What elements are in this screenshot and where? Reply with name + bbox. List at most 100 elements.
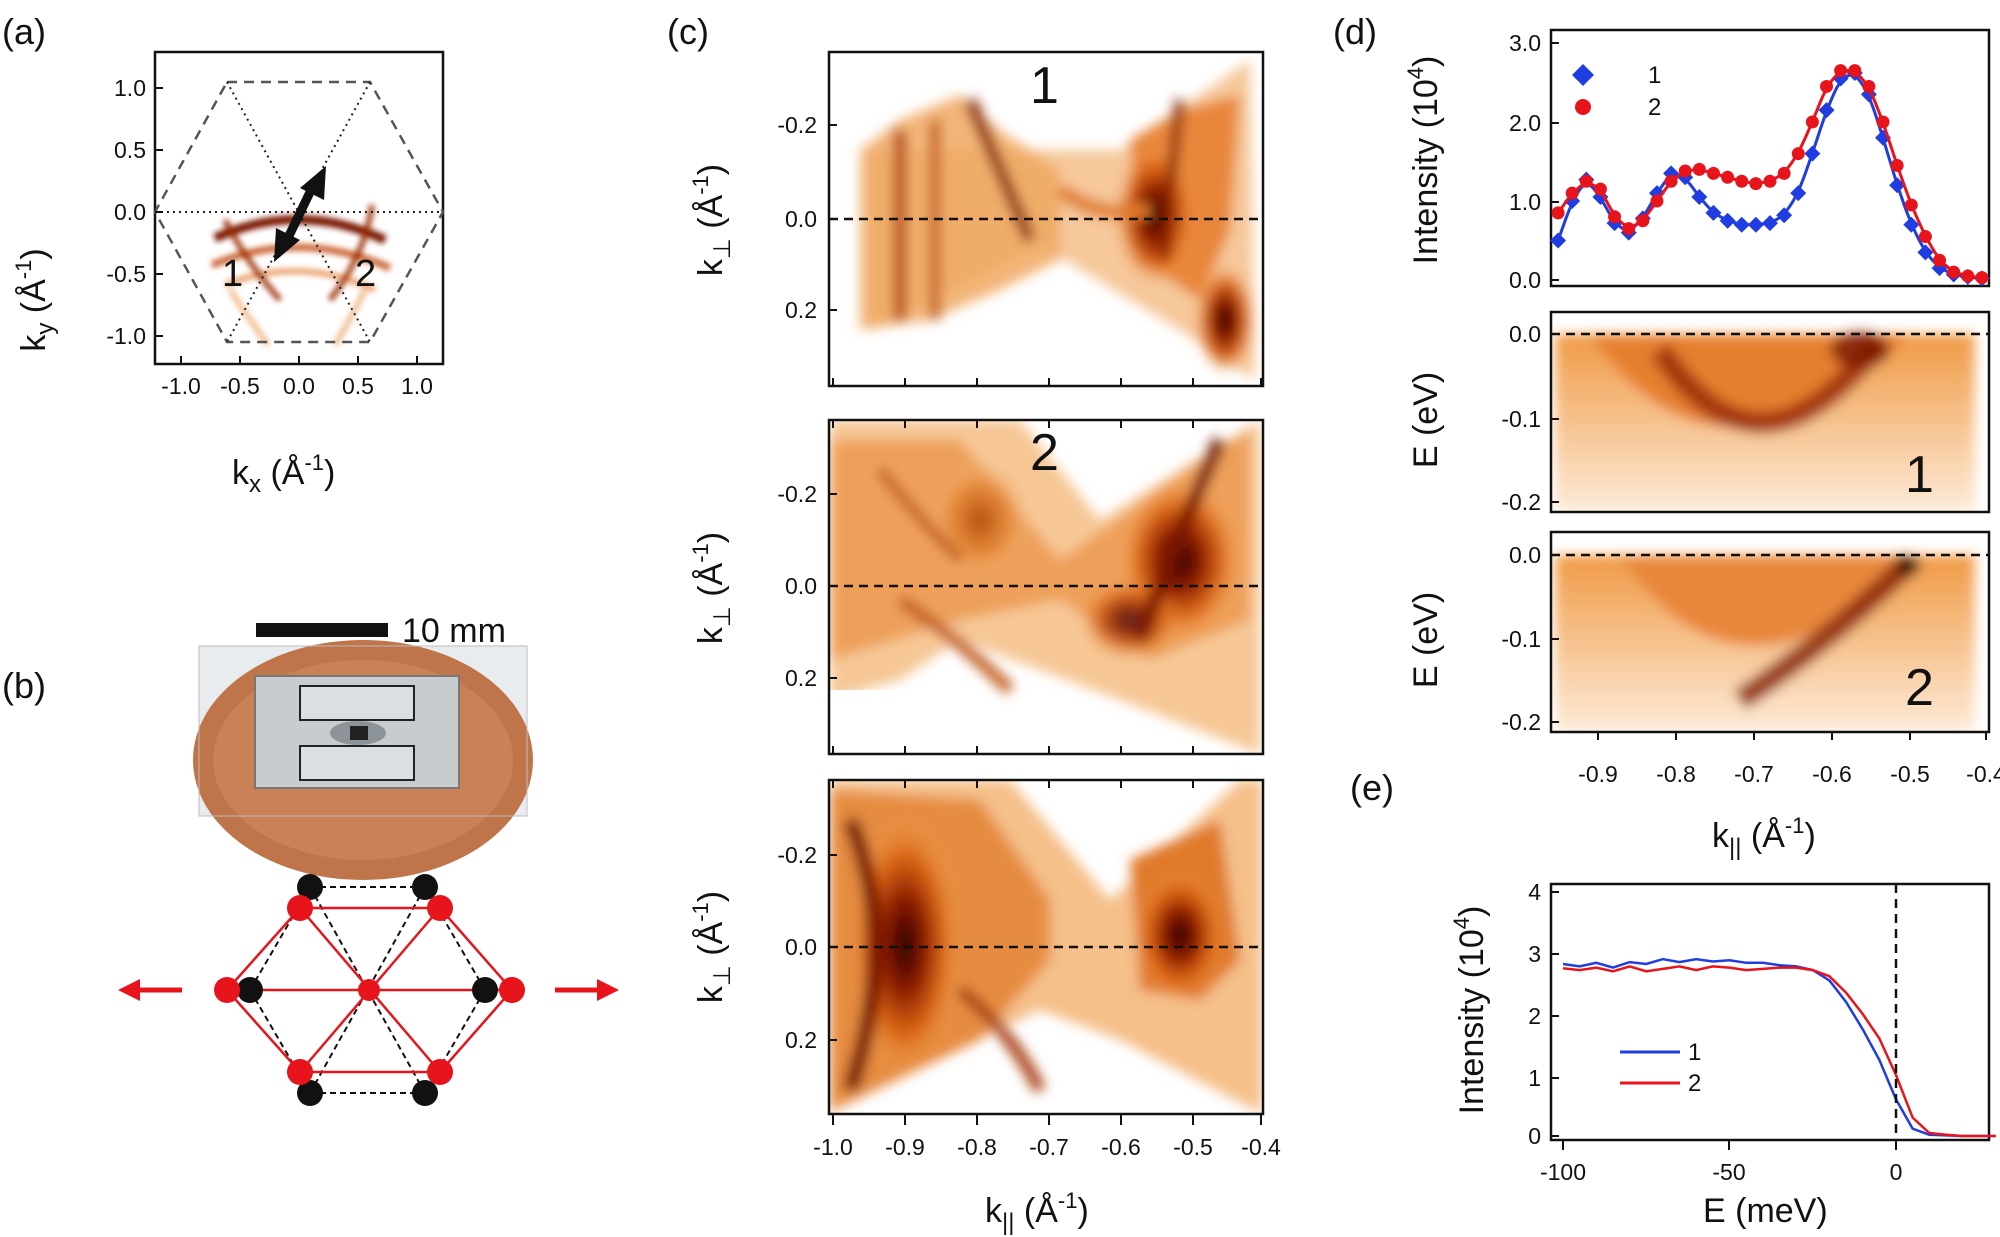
- mdc-point-series-2: [1777, 166, 1791, 180]
- mdc-ytick: 2.0: [1509, 110, 1541, 136]
- mdc-point-series-1: [1776, 207, 1793, 224]
- mdc-point-series-2: [1947, 265, 1961, 279]
- mdc-point-series-1: [1762, 215, 1778, 232]
- panel-d-xtick: -0.7: [1734, 761, 1774, 787]
- mdc-point-series-1: [1917, 244, 1934, 261]
- panel-c-xtick: -0.5: [1173, 1134, 1213, 1160]
- e-map-yticks: [1551, 333, 1559, 723]
- panel-a-xtick: 0.5: [342, 373, 374, 399]
- mdc-point-series-1: [1747, 216, 1764, 233]
- mdc-point-series-2: [1721, 170, 1735, 184]
- e-map-2: [1555, 554, 1975, 732]
- mdc-point-series-2: [1692, 162, 1706, 176]
- panel-c-label: (c): [667, 11, 709, 52]
- e-map-1-frame: [1549, 310, 1991, 514]
- mdc-point-series-2: [1650, 194, 1664, 208]
- mdc-point-series-1: [1790, 185, 1807, 202]
- panel-a-ylabel: ky (Å-1): [11, 248, 59, 351]
- double-arrow-icon: [274, 166, 326, 262]
- panel-c-ylabel: k⊥ (Å-1): [688, 164, 736, 276]
- mdc-point-series-1: [1705, 204, 1722, 221]
- panel-d-xtick: -0.6: [1812, 761, 1852, 787]
- panel-c-xticks: [832, 378, 1262, 1125]
- panel-b-label: (b): [2, 665, 46, 706]
- mdc-point-series-2: [1820, 79, 1834, 93]
- mdc-point-series-2: [1664, 174, 1678, 188]
- mdc-plot-frame: [1549, 28, 1991, 288]
- panel-c-xtick: -0.6: [1101, 1134, 1141, 1160]
- panel-a-xtick: -1.0: [161, 373, 201, 399]
- panel-a-point-1: 1: [222, 253, 243, 295]
- panel-d-xticks: [1597, 732, 1987, 740]
- mdc-point-series-2: [1961, 269, 1975, 283]
- panel-c-xtick: -0.4: [1241, 1134, 1281, 1160]
- edc-ytick: 1: [1528, 1065, 1541, 1091]
- panel-a-ytick: -0.5: [106, 261, 146, 287]
- sample-holder-photo: [193, 640, 533, 880]
- edc-ytick: 2: [1528, 1003, 1541, 1029]
- scale-bar-label: 10 mm: [402, 612, 506, 650]
- edc-plot: 4 3 2 1 0 -100 -50 0 E (meV) Intensity (…: [1449, 879, 1996, 1230]
- panel-e-label: (e): [1350, 767, 1394, 808]
- edc-ytick: 4: [1528, 879, 1541, 905]
- legend-diamond-marker: [1572, 64, 1594, 86]
- panel-d-xtick: -0.8: [1656, 761, 1696, 787]
- e-map-ytick: 0.0: [1509, 321, 1541, 347]
- mdc-point-series-2: [1876, 115, 1890, 129]
- edc-plot-frame: [1549, 882, 1991, 1142]
- panel-c-yticks: [829, 124, 837, 1041]
- e-map-ytick: -0.1: [1501, 406, 1541, 432]
- mdc-ylabel: Intensity (104): [1403, 56, 1445, 265]
- panel-c-ytick: 0.2: [785, 1027, 817, 1053]
- panel-a-xticks: -1.0 -0.5 0.0 0.5 1.0: [161, 356, 433, 399]
- mdc-point-series-1: [1719, 212, 1736, 229]
- panel-c-xlabel: k|| (Å-1): [985, 1188, 1089, 1236]
- mdc-legend-2: 2: [1648, 94, 1661, 121]
- edc-legend-2: 2: [1688, 1070, 1701, 1097]
- panel-c-ylabel: k⊥ (Å-1): [688, 891, 736, 1003]
- mdc-point-series-1: [1903, 216, 1920, 233]
- edc-xtick: -50: [1712, 1159, 1745, 1185]
- hexagonal-lattice-strain-icon: [118, 874, 619, 1106]
- panel-c-xtick: -0.9: [885, 1134, 925, 1160]
- edc-data-layer: [1562, 957, 1996, 1138]
- mdc-point-series-1: [1733, 216, 1750, 233]
- e-map-ytick: -0.1: [1501, 626, 1541, 652]
- edc-ytick: 3: [1528, 941, 1541, 967]
- legend-circle-marker: [1575, 99, 1591, 115]
- mdc-point-series-2: [1805, 115, 1819, 129]
- mdc-ytick: 0.0: [1509, 267, 1541, 293]
- e-map-2-frame: [1549, 530, 1991, 734]
- edc-line-series-1: [1562, 957, 1996, 1138]
- mdc-data-layer: [1550, 64, 1990, 287]
- e-map-ytick: 0.0: [1509, 542, 1541, 568]
- mdc-point-series-2: [1636, 214, 1650, 228]
- panel-c-ytick: 0.0: [785, 573, 817, 599]
- panel-a-ytick: 1.0: [114, 75, 146, 101]
- e-map-1-label: 1: [1905, 446, 1934, 504]
- edc-xlabel: E (meV): [1703, 1192, 1828, 1230]
- panel-a-ytick: -1.0: [106, 323, 146, 349]
- panel-c-xtick: -0.8: [957, 1134, 997, 1160]
- edc-ytick: 0: [1528, 1123, 1541, 1149]
- e-map-2-label: 2: [1905, 659, 1934, 717]
- mdc-point-series-2: [1890, 158, 1904, 172]
- mdc-point-series-2: [1918, 230, 1932, 244]
- mdc-point-series-2: [1678, 164, 1692, 178]
- e-map-2-ylabel: E (eV): [1407, 592, 1445, 688]
- panel-c-xtick: -1.0: [813, 1134, 853, 1160]
- mdc-point-series-1: [1889, 177, 1906, 194]
- panel-c-xtick: -0.7: [1029, 1134, 1069, 1160]
- mdc-ytick: 3.0: [1509, 30, 1541, 56]
- panel-d-label: (d): [1333, 11, 1377, 52]
- mdc-point-series-2: [1551, 206, 1565, 220]
- mdc-point-series-1: [1550, 232, 1567, 249]
- mdc-point-series-2: [1565, 186, 1579, 200]
- edc-legend-1: 1: [1688, 1039, 1701, 1066]
- mdc-point-series-1: [1804, 145, 1821, 162]
- mdc-legend-1: 1: [1648, 62, 1661, 89]
- mdc-point-series-2: [1933, 253, 1947, 267]
- edc-xtick: -100: [1540, 1159, 1586, 1185]
- panel-c-ytick: 0.2: [785, 297, 817, 323]
